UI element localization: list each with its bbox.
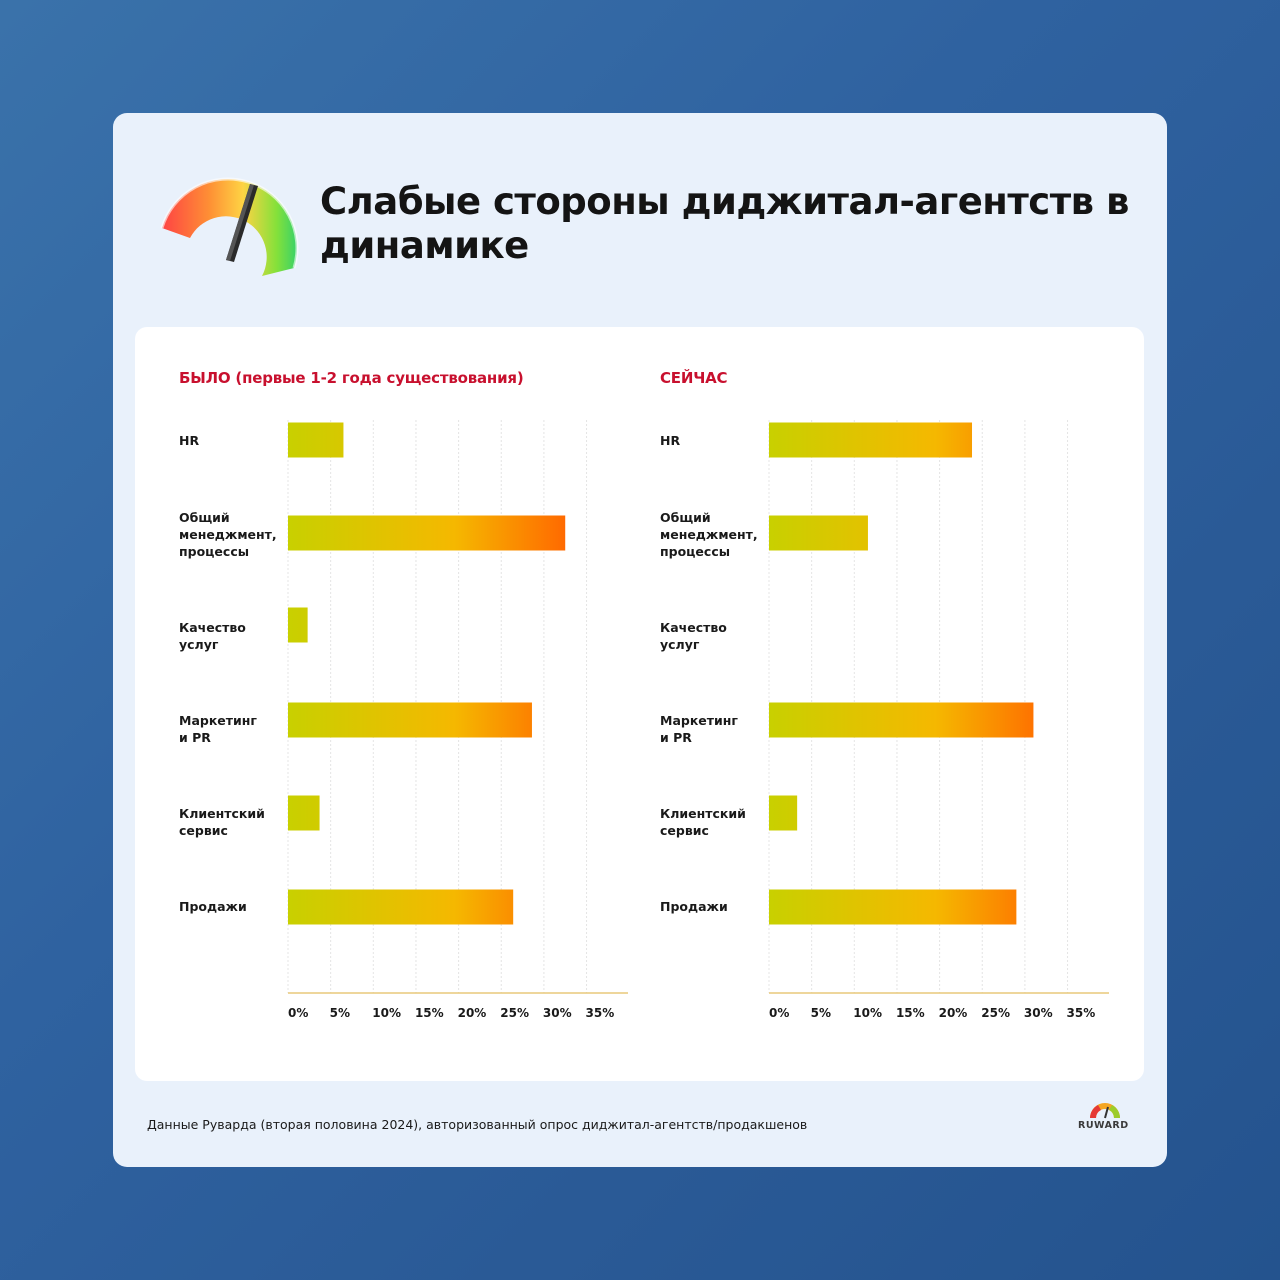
bar <box>769 515 868 551</box>
x-tick-label: 35% <box>586 1006 615 1020</box>
category-label: Маркетинг и PR <box>660 712 770 746</box>
x-tick-label: 5% <box>811 1006 831 1020</box>
category-label: Продажи <box>660 898 770 915</box>
x-tick-label: 25% <box>500 1006 529 1020</box>
bar <box>288 515 566 551</box>
x-tick-label: 10% <box>853 1006 882 1020</box>
x-tick-label: 5% <box>330 1006 350 1020</box>
category-label-line: Клиентский <box>179 806 265 821</box>
bar <box>288 702 532 738</box>
chart-title-before: БЫЛО (первые 1-2 года существования) <box>179 369 524 387</box>
x-tick-label: 30% <box>543 1006 572 1020</box>
category-label-line: и PR <box>660 730 692 745</box>
x-tick-label: 20% <box>458 1006 487 1020</box>
category-label-line: сервис <box>179 823 228 838</box>
page-title: Слабые стороны диджитал-агентств в динам… <box>320 180 1129 267</box>
category-label: Клиентский сервис <box>660 805 770 839</box>
x-tick-label: 25% <box>981 1006 1010 1020</box>
bar <box>288 422 344 458</box>
x-tick-label: 10% <box>372 1006 401 1020</box>
category-label-line: процессы <box>179 544 250 559</box>
footer-source: Данные Руварда (вторая половина 2024), а… <box>147 1117 808 1132</box>
ruward-logo-icon <box>1090 1103 1120 1119</box>
x-tick-label: 30% <box>1024 1006 1053 1020</box>
x-tick-label: 15% <box>415 1006 444 1020</box>
logo-text: RUWARD <box>1078 1120 1129 1131</box>
category-label-line: менеджмент, <box>660 527 758 542</box>
bar <box>769 702 1034 738</box>
x-tick-label: 0% <box>769 1006 789 1020</box>
bar <box>288 607 308 643</box>
category-label-line: менеджмент, <box>179 527 277 542</box>
bar <box>769 889 1017 925</box>
category-label-line: Маркетинг <box>179 713 257 728</box>
category-label: Качество услуг <box>179 619 289 653</box>
category-label: Продажи <box>179 898 289 915</box>
category-label: HR <box>179 432 289 449</box>
category-label-line: услуг <box>179 637 219 652</box>
bar <box>769 795 798 831</box>
category-label-line: HR <box>660 433 681 448</box>
category-label: Общий менеджмент, процессы <box>179 509 289 560</box>
category-label: Качество услуг <box>660 619 770 653</box>
x-tick-label: 35% <box>1067 1006 1096 1020</box>
category-label-line: Продажи <box>660 899 728 914</box>
chart-before: 0% 5% 10% 15% 20% 25% 30% 35% <box>287 420 628 1020</box>
category-label-line: HR <box>179 433 200 448</box>
bar <box>288 795 320 831</box>
category-label: Маркетинг и PR <box>179 712 289 746</box>
category-label-line: Качество <box>179 620 246 635</box>
category-label-line: сервис <box>660 823 709 838</box>
category-label-line: Общий <box>179 510 230 525</box>
category-label-line: услуг <box>660 637 700 652</box>
bar <box>288 889 514 925</box>
chart-now: 0% 5% 10% 15% 20% 25% 30% 35% <box>768 420 1109 1020</box>
category-label: Общий менеджмент, процессы <box>660 509 770 560</box>
chart-title-now: СЕЙЧАС <box>660 369 728 387</box>
category-label-line: Продажи <box>179 899 247 914</box>
bar <box>769 422 973 458</box>
category-label-line: Качество <box>660 620 727 635</box>
category-label: HR <box>660 432 770 449</box>
category-label-line: Общий <box>660 510 711 525</box>
gauge-icon <box>160 177 299 276</box>
x-tick-label: 0% <box>288 1006 308 1020</box>
category-label-line: процессы <box>660 544 731 559</box>
category-label: Клиентский сервис <box>179 805 289 839</box>
category-label-line: Маркетинг <box>660 713 738 728</box>
x-tick-label: 20% <box>939 1006 968 1020</box>
x-tick-label: 15% <box>896 1006 925 1020</box>
category-label-line: Клиентский <box>660 806 746 821</box>
category-label-line: и PR <box>179 730 211 745</box>
